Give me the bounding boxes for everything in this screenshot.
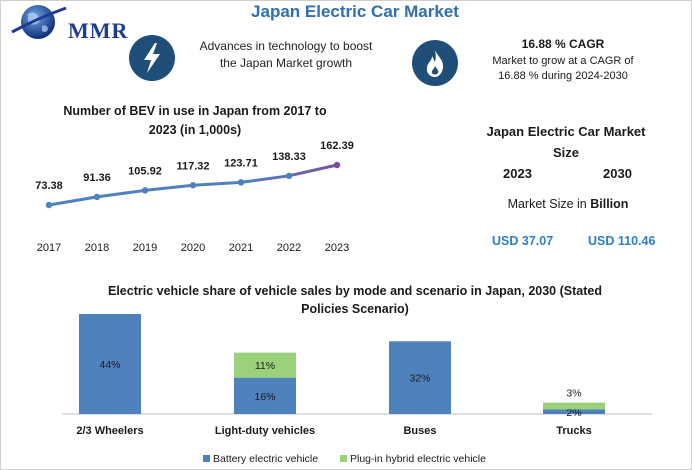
category-label-trucks: Trucks xyxy=(556,425,591,437)
x-tick-label-2019: 2019 xyxy=(133,242,157,254)
market-size-title-line-2: Size xyxy=(552,145,579,160)
bev-label-2-3-wheelers: 44% xyxy=(99,359,120,371)
market-value-2030: USD 110.46 xyxy=(588,234,656,248)
x-tick-label-2017: 2017 xyxy=(37,242,61,254)
x-tick-label-2023: 2023 xyxy=(325,242,349,254)
x-tick-label-2020: 2020 xyxy=(181,242,205,254)
cagr-line-2: 16.88 % during 2024-2030 xyxy=(498,70,628,82)
market-year-2030: 2030 xyxy=(603,166,632,181)
bev-point-2017 xyxy=(45,201,53,209)
market-size-title-line-1: Japan Electric Car Market xyxy=(486,124,646,139)
market-size-label-prefix: Market Size in xyxy=(507,197,591,211)
x-tick-label-2018: 2018 xyxy=(85,242,109,254)
bar-chart-title-line-1: Electric vehicle share of vehicle sales … xyxy=(108,284,602,298)
legend-swatch-0 xyxy=(203,455,210,462)
technology-line-2: the Japan Market growth xyxy=(219,56,353,70)
technology-text: Advances in technology to boost the Japa… xyxy=(176,38,396,72)
page-title: Japan Electric Car Market xyxy=(251,2,459,21)
logo: MMR xyxy=(8,2,138,44)
category-label-light-duty-vehicles: Light-duty vehicles xyxy=(215,425,315,437)
cagr-title: 16.88 % CAGR xyxy=(521,37,605,51)
legend-label-1: Plug-in hybrid electric vehicle xyxy=(350,453,486,465)
line-chart-title-line-2: 2023 (in 1,000s) xyxy=(148,123,242,137)
market-year-2023: 2023 xyxy=(503,166,532,181)
x-tick-label-2021: 2021 xyxy=(229,242,253,254)
market-size-label: Market Size in Billion xyxy=(468,197,668,211)
bev-label-trucks: 2% xyxy=(566,407,581,419)
bev-point-2019 xyxy=(141,187,149,194)
legend-label-0: Battery electric vehicle xyxy=(213,453,318,465)
lightning-bolt-icon xyxy=(129,35,175,81)
cagr-text: Market to grow at a CAGR of 16.88 % duri… xyxy=(468,54,658,84)
bar-chart-title: Electric vehicle share of vehicle sales … xyxy=(60,282,650,318)
globe-icon xyxy=(11,5,67,39)
phev-label-light-duty-vehicles: 11% xyxy=(255,360,275,372)
market-value-2023: USD 37.07 xyxy=(492,234,554,248)
bev-value-label-2022: 138.33 xyxy=(272,151,306,163)
line-chart-title: Number of BEV in use in Japan from 2017 … xyxy=(40,102,350,140)
bar-chart-title-line-2: Policies Scenario) xyxy=(301,302,409,316)
bev-value-label-2019: 105.92 xyxy=(128,165,162,177)
market-size-title: Japan Electric Car Market Size xyxy=(466,121,666,163)
technology-line-1: Advances in technology to boost xyxy=(199,39,373,53)
flame-icon xyxy=(412,40,458,86)
bev-point-2022 xyxy=(285,172,293,180)
bev-value-label-2023: 162.39 xyxy=(320,140,354,152)
bev-value-label-2020: 117.32 xyxy=(176,160,209,172)
bev-value-label-2018: 91.36 xyxy=(83,172,111,184)
phev-label-trucks: 3% xyxy=(566,388,581,400)
bev-value-label-2021: 123.71 xyxy=(224,157,258,169)
category-label-buses: Buses xyxy=(403,425,436,437)
bev-point-2023 xyxy=(333,161,341,169)
bev-point-2018 xyxy=(93,193,101,201)
logo-text: MMR xyxy=(68,18,129,43)
category-label-2-3-wheelers: 2/3 Wheelers xyxy=(76,425,143,437)
cagr-line-1: Market to grow at a CAGR of xyxy=(492,55,634,67)
phev-bar-trucks xyxy=(543,402,605,410)
bev-point-2020 xyxy=(189,182,197,189)
bev-label-light-duty-vehicles: 16% xyxy=(254,391,275,403)
bev-bar-trucks xyxy=(543,409,605,414)
bev-bar-2-3-wheelers xyxy=(79,314,141,414)
phev-bar-light-duty-vehicles xyxy=(234,352,296,378)
x-tick-label-2022: 2022 xyxy=(277,242,301,254)
bev-bar-light-duty-vehicles xyxy=(234,377,296,414)
bev-point-2021 xyxy=(237,179,245,186)
bev-bar-buses xyxy=(389,341,451,414)
bev-label-buses: 32% xyxy=(409,373,430,385)
legend-swatch-1 xyxy=(340,455,347,462)
bev-value-label-2017: 73.38 xyxy=(35,180,63,192)
line-chart-title-line-1: Number of BEV in use in Japan from 2017 … xyxy=(63,104,327,118)
market-size-label-unit: Billion xyxy=(590,197,629,211)
